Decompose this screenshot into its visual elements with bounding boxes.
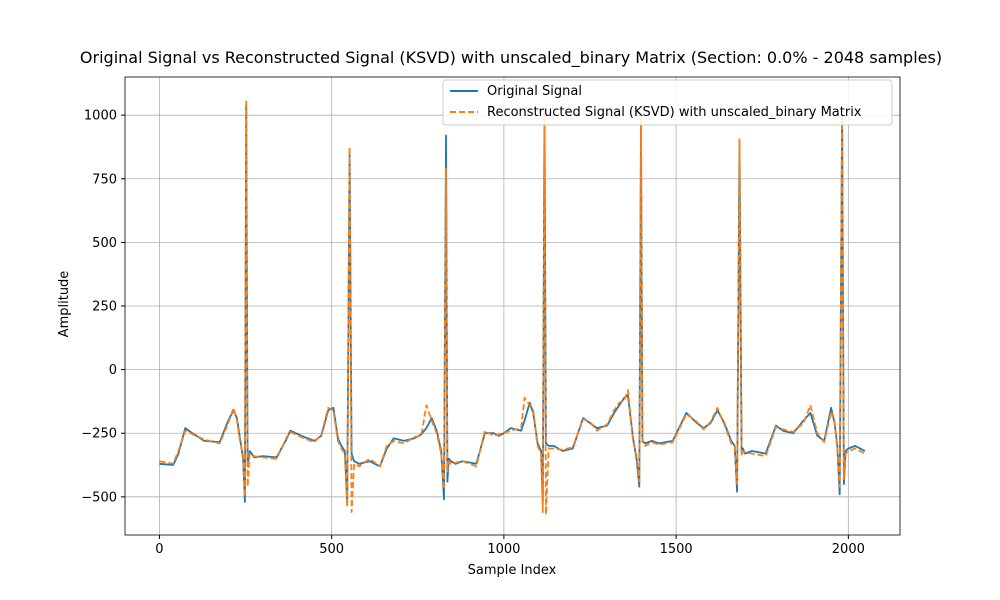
legend-label-reconstructed: Reconstructed Signal (KSVD) with unscale… bbox=[487, 105, 862, 120]
grid-layer bbox=[125, 77, 900, 535]
y-tick-label: 250 bbox=[92, 300, 117, 315]
x-tick-label: 0 bbox=[155, 542, 163, 557]
series-line-original bbox=[159, 104, 866, 503]
x-tick-label: 500 bbox=[319, 542, 344, 557]
x-tick-label: 1000 bbox=[487, 542, 520, 557]
y-tick-label: 750 bbox=[92, 172, 117, 187]
ticks-layer: 0 500 1000 1500 2000 −500 −250 0 250 500 750 1000 bbox=[81, 109, 865, 557]
y-tick-label: 500 bbox=[92, 236, 117, 251]
legend: Original Signal Reconstructed Signal (KS… bbox=[442, 79, 893, 126]
y-tick-label: 1000 bbox=[84, 109, 117, 124]
y-axis-label: Amplitude bbox=[57, 271, 72, 338]
x-tick-label: 1500 bbox=[660, 542, 693, 557]
y-tick-label: 0 bbox=[109, 363, 117, 378]
legend-label-original: Original Signal bbox=[487, 84, 582, 99]
x-axis-label: Sample Index bbox=[468, 563, 557, 578]
y-tick-label: −500 bbox=[81, 490, 117, 505]
x-tick-label: 2000 bbox=[832, 542, 865, 557]
series-layer bbox=[159, 99, 866, 516]
chart-title: Original Signal vs Reconstructed Signal … bbox=[80, 48, 942, 68]
series-line-reconstructed bbox=[159, 99, 866, 516]
y-tick-label: −250 bbox=[81, 427, 117, 442]
legend-box bbox=[442, 79, 893, 126]
